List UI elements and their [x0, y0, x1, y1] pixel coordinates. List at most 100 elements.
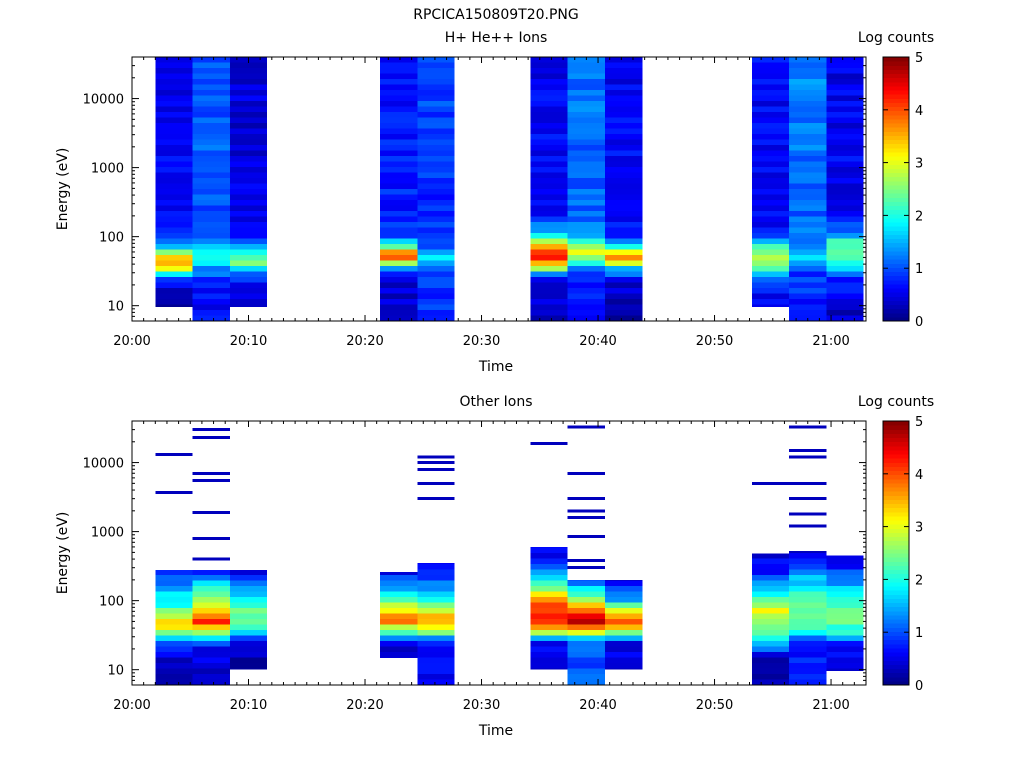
- spectrogram-cell: [417, 106, 455, 112]
- spectrogram-cell: [530, 84, 568, 90]
- colorbar-segment: [883, 180, 909, 186]
- spectrogram-cell: [192, 238, 230, 244]
- spectrogram-cell: [826, 134, 864, 140]
- spectrogram-cell: [751, 580, 790, 586]
- spectrogram-cell: [417, 580, 455, 586]
- x-tick-label: 21:00: [812, 334, 849, 349]
- spectrogram-cell: [751, 95, 790, 101]
- spectrogram-cell: [380, 304, 418, 310]
- spectrogram-cell: [417, 282, 455, 288]
- spectrogram-cell: [530, 194, 568, 200]
- spectrogram-cell: [155, 101, 193, 107]
- spectrogram-cell: [380, 183, 418, 189]
- spectrogram-cell: [751, 183, 790, 189]
- spectrogram-cell: [751, 112, 790, 118]
- colorbar-segment: [883, 234, 909, 240]
- spectrogram-cell: [826, 150, 864, 156]
- colorbar-segment: [883, 230, 909, 235]
- colorbar-segment: [883, 308, 909, 314]
- colorbar-segment: [883, 271, 909, 277]
- spectrogram-cell: [155, 134, 193, 140]
- spectrogram-cell: [789, 90, 827, 96]
- spectrogram-cell: [192, 586, 230, 592]
- spectrogram-cell: [826, 249, 864, 255]
- spectrogram-cell: [380, 167, 418, 173]
- spectrogram-cell: [826, 106, 864, 112]
- spectrogram-cell: [229, 260, 268, 266]
- spectrogram-cell: [826, 156, 864, 162]
- spectrogram-cell: [826, 90, 864, 96]
- colorbar-segment: [883, 292, 909, 297]
- colorbar-segment: [883, 602, 909, 608]
- sparse-count-line: [192, 478, 230, 482]
- spectrogram-cell: [155, 602, 193, 608]
- spectrogram-cell: [530, 73, 568, 79]
- colorbar-segment: [883, 561, 909, 566]
- spectrogram-cell: [751, 178, 790, 184]
- spectrogram-cell: [751, 663, 790, 669]
- spectrogram-cell: [751, 569, 790, 575]
- spectrogram-cell: [789, 112, 827, 118]
- colorbar-segment: [883, 425, 909, 430]
- spectrogram-cell: [155, 613, 193, 619]
- spectrogram-cell: [192, 304, 230, 310]
- spectrogram-cell: [155, 183, 193, 189]
- spectrogram-cell: [530, 139, 568, 145]
- spectrogram-cell: [380, 597, 418, 603]
- spectrogram-cell: [155, 635, 193, 641]
- spectrogram-cell: [826, 657, 864, 663]
- spectrogram-cell: [789, 282, 827, 288]
- sparse-count-line: [567, 534, 606, 538]
- spectrogram-cell: [229, 597, 268, 603]
- colorbar-segment: [883, 536, 909, 542]
- spectrogram-cell: [789, 167, 827, 173]
- spectrogram-cell: [417, 123, 455, 129]
- x-tick-label: 20:50: [696, 334, 733, 349]
- spectrogram-cell: [826, 619, 864, 625]
- sparse-count-line: [789, 448, 827, 452]
- colorbar-segment: [883, 532, 909, 538]
- spectrogram-cell: [229, 586, 268, 592]
- spectrogram-cell: [229, 150, 268, 156]
- colorbar-segment: [883, 275, 909, 281]
- spectrogram-cell: [192, 255, 230, 261]
- spectrogram-cell: [380, 200, 418, 206]
- spectrogram-cell: [789, 73, 827, 79]
- spectrogram-cell: [417, 663, 455, 669]
- colorbar-segment: [883, 524, 909, 529]
- spectrogram-cell: [605, 613, 643, 619]
- colorbar-segment: [883, 482, 909, 488]
- spectrogram-cell: [229, 238, 268, 244]
- spectrogram-cell: [229, 134, 268, 140]
- panel1-axes: 20:00 20:10 20:20 20:30 20:40 20:50 21:00 10 100…: [83, 56, 867, 349]
- spectrogram-cell: [530, 112, 568, 118]
- spectrogram-cell: [751, 575, 790, 581]
- spectrogram-cell: [380, 266, 418, 272]
- spectrogram-cell: [826, 624, 864, 630]
- spectrogram-cell: [789, 293, 827, 299]
- spectrogram-cell: [605, 222, 643, 228]
- colorbar-segment: [883, 164, 909, 169]
- spectrogram-cell: [567, 591, 606, 597]
- spectrogram-cell: [417, 315, 455, 321]
- colorbar-segment: [883, 540, 909, 546]
- spectrogram-cell: [567, 128, 606, 134]
- spectrogram-cell: [155, 652, 193, 658]
- spectrogram-cell: [417, 271, 455, 277]
- colorbar-segment: [883, 553, 909, 558]
- spectrogram-cell: [751, 624, 790, 630]
- spectrogram-cell: [192, 597, 230, 603]
- spectrogram-cell: [567, 663, 606, 669]
- spectrogram-cell: [155, 597, 193, 603]
- spectrogram-cell: [826, 260, 864, 266]
- spectrogram-cell: [826, 266, 864, 272]
- spectrogram-cell: [417, 608, 455, 614]
- spectrogram-cell: [826, 277, 864, 283]
- spectrogram-cell: [826, 613, 864, 619]
- spectrogram-cell: [380, 591, 418, 597]
- spectrogram-cell: [567, 304, 606, 310]
- spectrogram-cell: [229, 79, 268, 85]
- panel2-x-label: Time: [478, 723, 513, 739]
- spectrogram-cell: [229, 156, 268, 162]
- spectrogram-cell: [417, 101, 455, 107]
